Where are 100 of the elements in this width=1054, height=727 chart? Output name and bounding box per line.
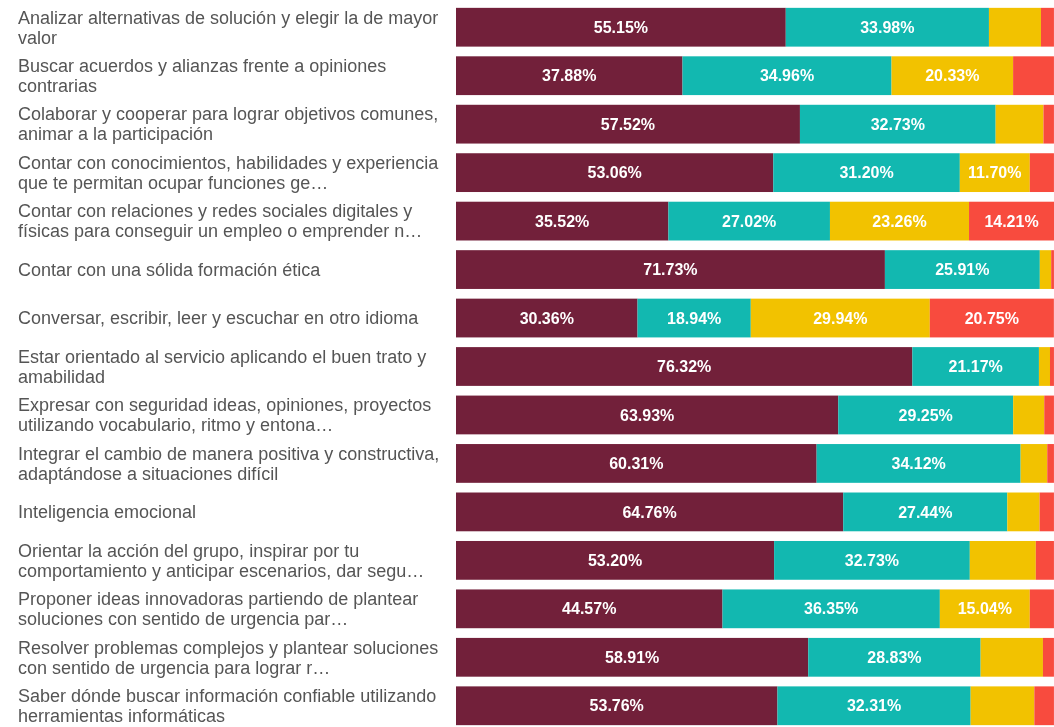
data-label: 44.57% [562,600,617,618]
bar [1020,444,1048,483]
bar [799,104,996,144]
data-label: 11.70% [968,164,1022,182]
bar [1029,589,1054,629]
bar [1039,492,1054,532]
bar [970,686,1035,726]
bar [456,7,786,47]
bar [456,637,809,677]
bar [456,104,800,144]
data-label: 36.35% [804,600,859,618]
data-label: 14.21% [984,212,1039,230]
data-label: 53.06% [587,164,642,182]
bar [1035,540,1054,580]
bar [1040,7,1054,47]
data-label: 33.98% [860,18,915,36]
data-label: 30.36% [519,309,574,327]
data-label: 76.32% [657,358,712,376]
y-tick-label: Proponer ideas innovadoras partiendo de plantear soluciones con sentido de urgencia par… [18,589,419,630]
data-label: 15.04% [957,600,1012,618]
bar [456,444,817,483]
y-tick-label: Expresar con seguridad ideas, opiniones, proyectos utilizando vocabulario, ritmo y entona… [18,395,432,436]
data-label: 37.88% [542,67,597,85]
bar [456,153,774,193]
bar [785,7,989,47]
bar [980,637,1043,677]
bar [1042,637,1054,677]
y-tick-label: Estar orientado al servicio aplicando el buen trato y amabilidad [18,346,427,387]
bar [456,298,638,338]
bar [456,686,778,726]
data-label: 29.94% [813,309,868,327]
bar [456,589,723,629]
bar [773,153,960,193]
bar [682,56,892,96]
data-label: 71.73% [643,261,698,279]
data-label: 32.73% [844,551,900,569]
y-tick-label: Orientar la acción del grupo, inspirar por tu comportamiento y anticipar escenarios, dar segu… [18,540,425,581]
data-label: 18.94% [667,309,722,327]
bar [988,7,1041,47]
data-label: 64.76% [622,503,677,521]
data-label: 27.02% [722,212,777,230]
y-tick-label: Saber dónde buscar información confiable utilizando herramientas informáticas [18,686,437,727]
bar [1039,250,1052,289]
y-tick-label: Colaborar y cooperar para lograr objetivos comunes, animar a la participación [18,104,439,145]
bar [838,395,1014,435]
data-label: 60.31% [609,455,664,473]
bar [456,347,913,386]
data-label: 57.52% [600,115,656,133]
bar [1034,686,1054,726]
y-tick-label: Resolver problemas complejos y plantear soluciones con sentido de urgencia para lograr r… [18,637,439,678]
data-label: 58.91% [604,648,660,666]
bar [456,56,683,96]
bar [1049,347,1054,386]
bar [456,201,669,241]
bar [1029,153,1054,193]
data-label: 20.33% [925,67,980,85]
bar [774,540,970,580]
data-label: 21.17% [948,358,1003,376]
y-tick-label: Integrar el cambio de manera positiva y constructiva, adaptándose a situaciones difícil [18,443,440,484]
data-label: 28.83% [867,648,922,666]
data-label: 34.12% [891,455,946,473]
bar [668,201,830,241]
bar [456,250,885,289]
bar [722,589,940,629]
bar [829,201,970,241]
bar [843,492,1008,532]
bar [1051,250,1054,289]
bar [456,492,844,532]
data-label: 25.91% [935,261,990,279]
data-label: 53.20% [587,551,643,569]
data-label: 31.20% [839,164,894,182]
bar [912,347,1039,386]
bar [1043,104,1054,144]
data-label: 55.15% [593,18,649,36]
data-label: 32.31% [846,697,902,715]
data-label: 63.93% [620,406,675,424]
bar [456,540,775,580]
y-tick-label: Contar con una sólida formación ética [18,259,322,280]
data-label: 20.75% [964,309,1019,327]
bar [750,298,930,338]
bar [969,540,1036,580]
y-tick-label: Conversar, escribir, leer y escuchar en otro idioma [18,308,420,329]
bar [808,637,981,677]
y-tick-label: Analizar alternativas de solución y elegir la de mayor valor [18,7,439,48]
bar [884,250,1040,289]
bar [1013,56,1054,96]
bar [995,104,1044,144]
data-label: 35.52% [535,212,590,230]
data-label: 53.76% [589,697,644,715]
data-label: 34.96% [759,67,815,85]
bar [777,686,971,726]
bar [1044,395,1054,435]
data-label: 27.44% [898,503,953,521]
bar [1047,444,1054,483]
bar [456,395,839,435]
bar [891,56,1014,96]
bar [929,298,1054,338]
y-tick-label: Inteligencia emocional [18,502,197,523]
data-label: 29.25% [898,406,953,424]
data-label: 23.26% [872,212,927,230]
